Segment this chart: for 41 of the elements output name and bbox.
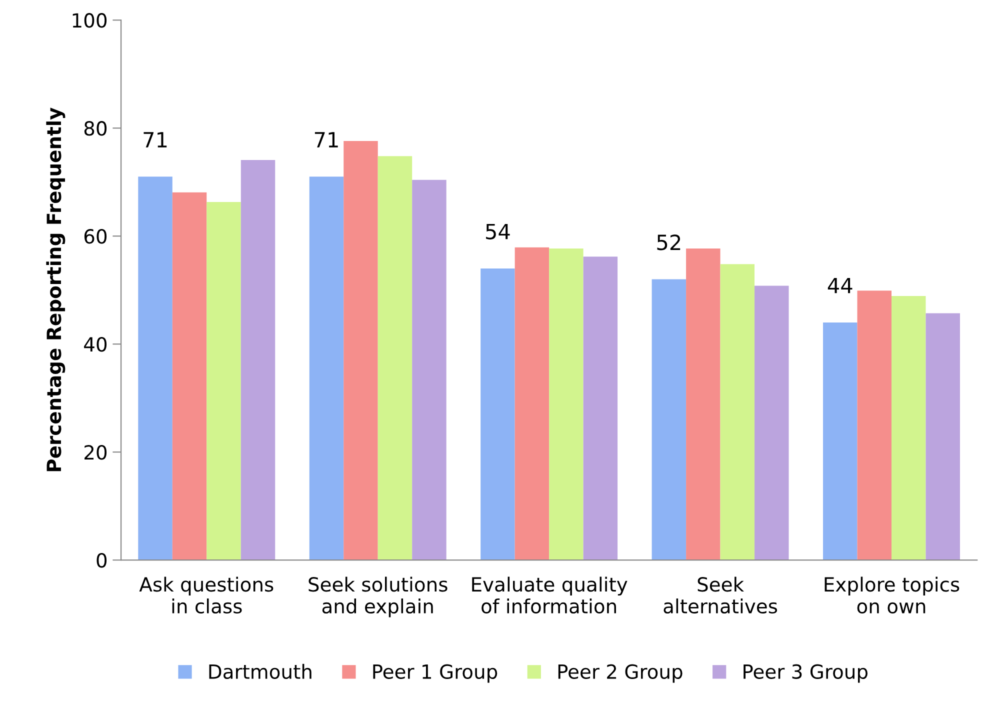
- bar: [857, 290, 892, 560]
- bar: [720, 264, 755, 560]
- bar: [754, 286, 789, 560]
- data-label: 52: [657, 234, 680, 250]
- bar: [583, 256, 618, 560]
- bar: [138, 176, 172, 560]
- bar: [686, 248, 720, 560]
- legend-label: Peer 3 Group: [744, 664, 868, 683]
- x-tick-label: Evaluate quality of information: [472, 576, 628, 614]
- bar: [412, 180, 446, 560]
- bar: [309, 176, 344, 560]
- bar: [240, 160, 276, 560]
- y-tick-label: 60: [84, 229, 107, 244]
- bar: [892, 296, 926, 560]
- data-label: 54: [486, 224, 510, 240]
- data-label: 71: [144, 132, 167, 148]
- data-label: 71: [314, 132, 338, 148]
- y-tick-label: 0: [96, 552, 107, 568]
- x-tick-label: Seek solutions and explain: [308, 576, 448, 618]
- y-tick-label: 40: [84, 337, 107, 352]
- bar: [206, 202, 241, 560]
- x-tick-label: Explore topics on own: [824, 576, 960, 614]
- y-tick-label: 20: [84, 445, 107, 460]
- legend-label: Peer 1 Group: [373, 664, 498, 683]
- bar: [172, 192, 207, 560]
- bar: [378, 156, 412, 560]
- y-axis-title: Percentage Reporting Frequently: [46, 108, 66, 472]
- bar: [926, 313, 960, 560]
- legend-label: Dartmouth: [209, 664, 312, 679]
- bar: [652, 279, 686, 560]
- bar: [344, 141, 378, 560]
- legend-label: Peer 2 Group: [558, 664, 682, 683]
- x-tick-label: Seek alternatives: [664, 576, 778, 614]
- bar: [480, 268, 515, 560]
- bar: [823, 322, 858, 560]
- bar: [549, 248, 584, 560]
- data-label: 44: [828, 278, 852, 294]
- y-tick-label: 100: [72, 13, 107, 28]
- y-tick-label: 80: [84, 121, 107, 136]
- x-tick-label: Ask questions in class: [139, 576, 274, 614]
- bar: [514, 247, 550, 560]
